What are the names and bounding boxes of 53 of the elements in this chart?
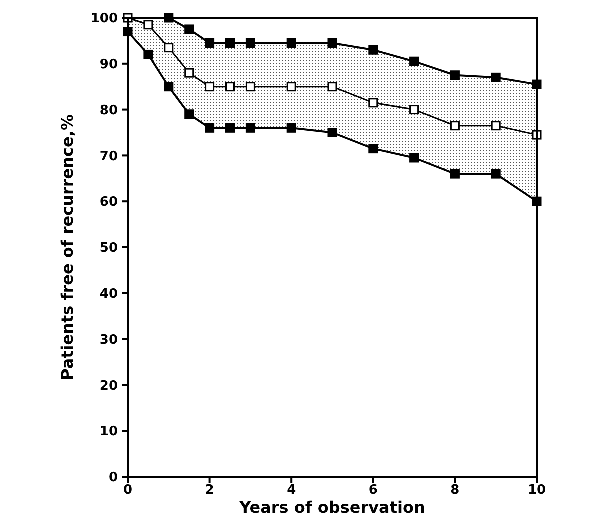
point	[205, 82, 215, 92]
point	[205, 38, 215, 48]
point	[450, 70, 460, 80]
y-tick-label: 50	[100, 241, 118, 256]
x-tick-label: 8	[450, 483, 460, 498]
point	[450, 121, 460, 131]
point	[144, 50, 154, 60]
y-tick-label: 40	[100, 286, 118, 302]
x-tick-label: 2	[205, 483, 214, 498]
x-tick-label: 10	[528, 483, 546, 498]
x-axis-title: Years of observation	[238, 498, 426, 517]
y-tick-label: 30	[100, 332, 118, 348]
point	[410, 105, 420, 115]
point	[164, 43, 174, 53]
x-tick-label: 4	[287, 483, 296, 498]
point	[286, 38, 296, 48]
point	[328, 82, 338, 92]
y-tick-label: 90	[100, 57, 118, 72]
point	[368, 98, 378, 108]
point	[491, 72, 501, 82]
point	[205, 123, 215, 133]
point	[286, 82, 296, 92]
point	[144, 20, 154, 30]
x-tick-label: 6	[368, 483, 378, 498]
y-tick-label: 10	[100, 424, 118, 440]
point	[368, 45, 378, 55]
point	[184, 68, 194, 78]
point	[410, 153, 420, 163]
point	[491, 169, 501, 179]
point	[328, 128, 338, 138]
y-tick-label: 100	[90, 12, 118, 27]
point	[184, 24, 194, 34]
point	[226, 38, 235, 48]
point	[226, 123, 235, 133]
point	[450, 169, 460, 179]
y-tick-label: 70	[100, 149, 118, 164]
point	[491, 121, 501, 131]
x-tick-label: 0	[123, 483, 133, 498]
y-tick-label: 20	[100, 378, 118, 394]
point	[246, 82, 256, 92]
point	[164, 82, 174, 92]
point	[328, 38, 338, 48]
point	[368, 144, 378, 154]
y-tick-label: 0	[108, 470, 118, 486]
y-tick-label: 80	[100, 103, 118, 118]
point	[410, 56, 420, 66]
point	[286, 123, 296, 133]
point	[226, 82, 235, 92]
y-tick-label: 60	[100, 195, 118, 210]
y-axis-title: Patients free of recurrence,%	[58, 114, 77, 380]
point	[184, 110, 194, 120]
point	[246, 123, 256, 133]
point	[246, 38, 256, 48]
